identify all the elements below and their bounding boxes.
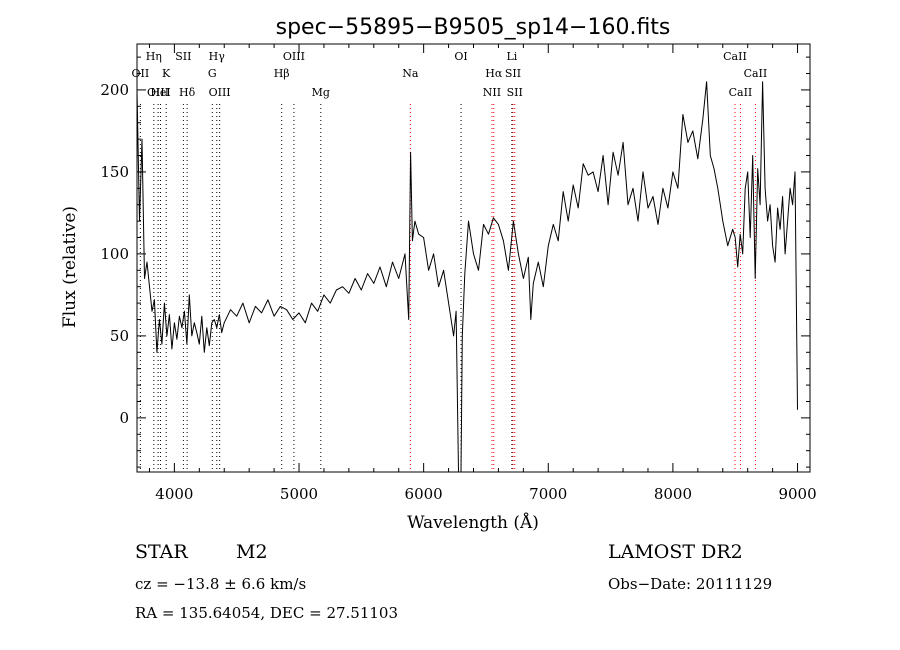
y-axis-label: Flux (relative) bbox=[60, 206, 80, 328]
coordinates: RA = 135.64054, DEC = 27.51103 bbox=[135, 604, 399, 622]
line-label: Hγ bbox=[209, 50, 226, 63]
y-tick-label: 200 bbox=[100, 81, 129, 99]
line-label: Li bbox=[506, 50, 517, 63]
line-label: HeI bbox=[150, 86, 170, 99]
line-label: G bbox=[208, 67, 217, 80]
x-tick-label: 6000 bbox=[405, 485, 443, 503]
y-tick-label: 50 bbox=[110, 327, 129, 345]
x-tick-label: 8000 bbox=[654, 485, 692, 503]
x-axis-label: Wavelength (Å) bbox=[407, 512, 539, 533]
line-label: CaII bbox=[723, 50, 747, 63]
line-label: SII bbox=[505, 67, 521, 80]
spectrum-line bbox=[136, 81, 798, 473]
obs-date: Obs−Date: 20111129 bbox=[608, 575, 773, 593]
line-label: OIII bbox=[283, 50, 305, 63]
line-label: OIII bbox=[209, 86, 231, 99]
object-class: STAR bbox=[135, 541, 188, 563]
line-label: CaII bbox=[729, 86, 753, 99]
subclass: M2 bbox=[236, 541, 268, 563]
line-label: Hδ bbox=[179, 86, 196, 99]
chart-title: spec−55895−B9505_sp14−160.fits bbox=[276, 15, 671, 40]
line-label: OI bbox=[454, 50, 467, 63]
redshift-text: cz = −13.8 ± 6.6 km/s bbox=[135, 575, 307, 593]
spectrum-series bbox=[136, 81, 798, 473]
line-label: Na bbox=[402, 67, 419, 80]
line-label: OIII bbox=[147, 86, 169, 99]
line-label: CaII bbox=[744, 67, 768, 80]
y-tick-label: 100 bbox=[100, 245, 129, 263]
line-label: Hη bbox=[146, 50, 162, 63]
x-tick-label: 9000 bbox=[778, 485, 816, 503]
line-markers: OIIHηOIIIHeIKSIIHδHγGOIIIHβOIIIMgNaOIHαN… bbox=[132, 50, 768, 472]
line-label: K bbox=[162, 67, 171, 80]
x-tick-label: 7000 bbox=[529, 485, 567, 503]
line-label: Hβ bbox=[274, 67, 290, 80]
survey-name: LAMOST DR2 bbox=[608, 541, 743, 563]
y-tick-label: 0 bbox=[119, 409, 129, 427]
plot-frame bbox=[136, 43, 811, 473]
line-label: NII bbox=[483, 86, 501, 99]
x-tick-label: 4000 bbox=[155, 485, 193, 503]
y-tick-label: 150 bbox=[100, 163, 129, 181]
line-label: SII bbox=[175, 50, 191, 63]
line-label: Hα bbox=[485, 67, 503, 80]
x-tick-label: 5000 bbox=[280, 485, 318, 503]
axes: 4000 5000 6000 7000 8000 9000 0 50 100 150 200 bbox=[100, 44, 817, 503]
line-label: SII bbox=[507, 86, 523, 99]
line-label: Mg bbox=[312, 86, 330, 99]
